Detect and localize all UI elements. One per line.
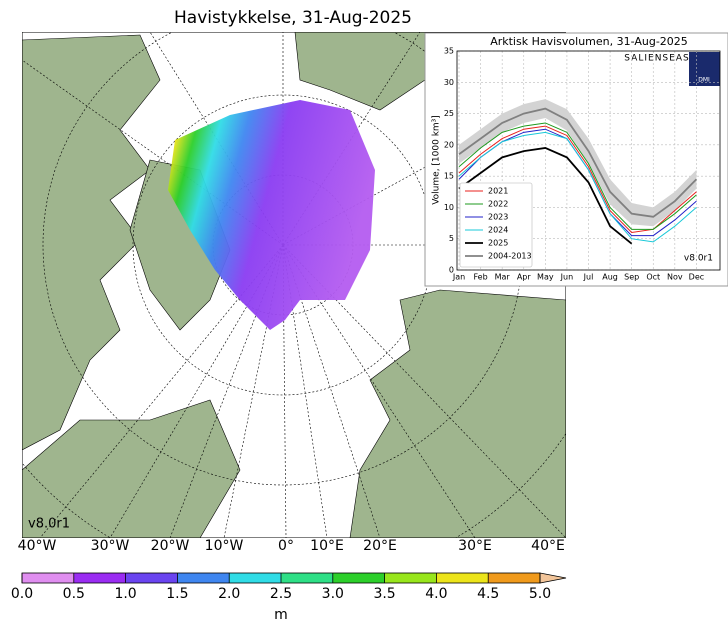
longitude-label: 10°E [310, 538, 344, 554]
y-axis-label: Volume, [1000 km³] [432, 115, 442, 205]
logo-text: SALIENSEAS [624, 54, 689, 64]
x-tick-label: May [537, 273, 554, 282]
legend-label: 2025 [488, 239, 508, 248]
colorbar-extension [539, 572, 567, 584]
y-tick-label: 35 [444, 47, 454, 56]
legend-label: 2024 [488, 226, 508, 235]
x-tick-label: Jun [560, 273, 574, 282]
series-line [458, 147, 633, 245]
y-tick-label: 20 [444, 140, 454, 149]
logo-badge-text: DMI [698, 77, 710, 84]
colorbar-segment [73, 573, 126, 583]
colorbar: 0.0 0.5 1.0 1.5 2.0 2.5 3.0 3.5 4.0 4.5 5.0 [11, 572, 567, 602]
colorbar-segment [436, 573, 489, 583]
inset-version: v8.0r1 [684, 254, 713, 264]
x-tick-label: Nov [667, 273, 683, 282]
colorbar-tick-label: 0.5 [63, 586, 85, 602]
land-scandinavia [349, 289, 566, 538]
colorbar-tick-label: 3.0 [322, 586, 344, 602]
colorbar-tick-label: 3.5 [373, 586, 395, 602]
inset-chart: Arktisk Havisvolumen, 31-Aug-2025 Volume… [424, 32, 728, 287]
x-tick-label: Apr [517, 273, 532, 282]
colorbar-tick-label: 0.0 [11, 586, 33, 602]
y-tick-label: 0 [449, 266, 454, 275]
range-band [459, 99, 697, 227]
x-tick-label: Oct [646, 273, 660, 282]
x-tick-label: Jan [452, 273, 465, 282]
colorbar-segment [384, 573, 437, 583]
y-tick-label: 30 [444, 78, 454, 87]
colorbar-segment [22, 573, 75, 583]
colorbar-tick-label: 2.0 [218, 586, 240, 602]
legend-label: 2023 [488, 213, 508, 222]
longitude-label: 20°W [151, 538, 190, 554]
series-line [458, 122, 697, 230]
y-tick-label: 5 [449, 234, 454, 243]
colorbar-tick-label: 5.0 [529, 586, 551, 602]
map-version: v8.0r1 [28, 517, 70, 532]
longitude-label: 20°E [363, 538, 397, 554]
longitude-label: 40°W [18, 538, 57, 554]
colorbar-segment [177, 573, 230, 583]
longitude-labels: 40°W 30°W 20°W 10°W 0° 10°E 20°E 30°E 40°E [18, 538, 565, 554]
x-tick-label: Mar [495, 273, 511, 282]
logo-badge [689, 52, 720, 86]
inset-title: Arktisk Havisvolumen, 31-Aug-2025 [490, 35, 688, 48]
colorbar-segment [229, 573, 282, 583]
colorbar-tick-label: 2.5 [270, 586, 292, 602]
plot-frame [456, 50, 721, 271]
y-tick-label: 15 [444, 172, 454, 181]
series-line [458, 107, 698, 218]
longitude-label: 0° [278, 538, 294, 554]
x-tick-label: Sep [624, 273, 639, 282]
legend-label: 2021 [488, 187, 508, 196]
colorbar-tick-label: 1.5 [166, 586, 188, 602]
longitude-label: 40°E [531, 538, 565, 554]
longitude-label: 30°W [91, 538, 130, 554]
land-greenland [22, 399, 241, 538]
x-tick-label: Dec [689, 273, 704, 282]
y-tick-label: 25 [444, 109, 454, 118]
x-tick-label: Feb [473, 273, 487, 282]
colorbar-tick-label: 4.0 [425, 586, 447, 602]
y-tick-label: 10 [444, 203, 454, 212]
legend-label: 2022 [488, 200, 508, 209]
sea-ice [168, 100, 375, 330]
longitude-label: 30°E [458, 538, 492, 554]
legend-label: 2004-2013 [488, 252, 532, 261]
x-tick-label: Jul [583, 273, 594, 282]
colorbar-unit: m [274, 607, 288, 623]
colorbar-segment [281, 573, 334, 583]
colorbar-tick-label: 4.5 [477, 586, 499, 602]
colorbar-segment [332, 573, 385, 583]
longitude-label: 10°W [205, 538, 244, 554]
colorbar-tick-label: 1.0 [114, 586, 136, 602]
series-line [458, 131, 697, 243]
colorbar-segment [488, 573, 541, 583]
x-tick-label: Aug [602, 273, 618, 282]
colorbar-segment [125, 573, 178, 583]
land-siberia [294, 32, 426, 111]
map-title: Havistykkelse, 31-Aug-2025 [174, 8, 412, 28]
